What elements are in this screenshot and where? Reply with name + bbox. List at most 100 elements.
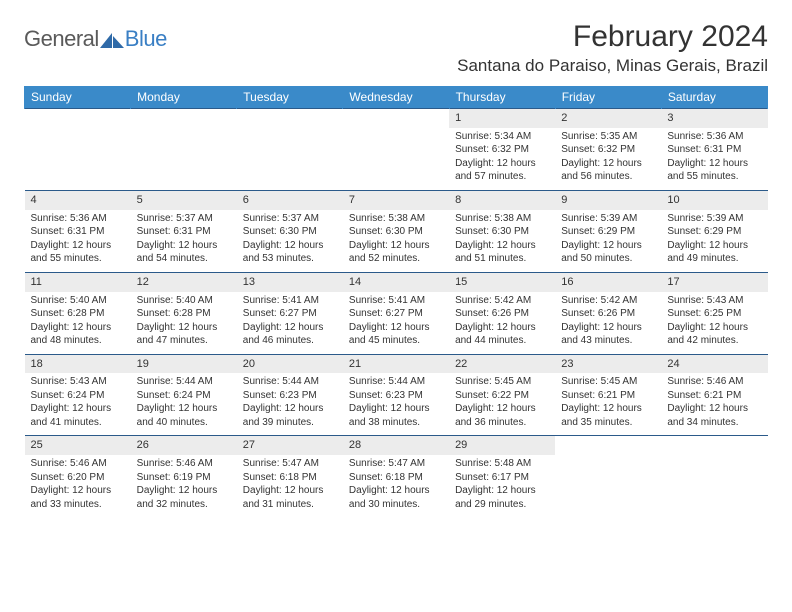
daylight-text: Daylight: 12 hours and 45 minutes.	[349, 321, 443, 348]
day-number: 10	[661, 191, 767, 210]
day-body: Sunrise: 5:40 AMSunset: 6:28 PMDaylight:…	[25, 292, 131, 354]
day-number: 15	[449, 273, 555, 292]
day-number: 13	[237, 273, 343, 292]
daylight-text: Daylight: 12 hours and 50 minutes.	[561, 239, 655, 266]
daylight-text: Daylight: 12 hours and 43 minutes.	[561, 321, 655, 348]
sunset-text: Sunset: 6:21 PM	[561, 389, 655, 403]
day-body: Sunrise: 5:38 AMSunset: 6:30 PMDaylight:…	[449, 210, 555, 272]
calendar-cell: 13Sunrise: 5:41 AMSunset: 6:27 PMDayligh…	[237, 272, 343, 354]
daylight-text: Daylight: 12 hours and 44 minutes.	[455, 321, 549, 348]
calendar-cell: 9Sunrise: 5:39 AMSunset: 6:29 PMDaylight…	[555, 190, 661, 272]
sunrise-text: Sunrise: 5:47 AM	[349, 457, 443, 471]
calendar-body: 1Sunrise: 5:34 AMSunset: 6:32 PMDaylight…	[25, 109, 768, 518]
daylight-text: Daylight: 12 hours and 56 minutes.	[561, 157, 655, 184]
calendar-cell: 26 Sunrise: 5:46 AMSunset: 6:19 PMDayligh…	[131, 436, 237, 517]
sunrise-text: Sunrise: 5:47 AM	[243, 457, 337, 471]
sunrise-text: Sunrise: 5:46 AM	[31, 457, 125, 471]
day-number: 1	[449, 109, 555, 128]
daylight-text: Daylight: 12 hours and 32 minutes.	[137, 484, 231, 511]
daylight-text: Daylight: 12 hours and 29 minutes.	[455, 484, 549, 511]
daylight-text: Daylight: 12 hours and 31 minutes.	[243, 484, 337, 511]
calendar-cell: 11Sunrise: 5:40 AMSunset: 6:28 PMDayligh…	[25, 272, 131, 354]
day-number: 21	[343, 355, 449, 374]
calendar-cell	[131, 109, 237, 191]
logo-text-blue: Blue	[125, 26, 167, 52]
weekday-header: Thursday	[449, 86, 555, 109]
sunrise-text: Sunrise: 5:38 AM	[349, 212, 443, 226]
sunrise-text: Sunrise: 5:46 AM	[137, 457, 231, 471]
sunset-text: Sunset: 6:29 PM	[667, 225, 761, 239]
day-number: 11	[25, 273, 131, 292]
sunrise-text: Sunrise: 5:39 AM	[561, 212, 655, 226]
day-body: Sunrise: 5:36 AMSunset: 6:31 PMDaylight:…	[25, 210, 131, 272]
day-body: Sunrise: 5:41 AMSunset: 6:27 PMDaylight:…	[343, 292, 449, 354]
day-number: 18	[25, 355, 131, 374]
day-number: 3	[661, 109, 767, 128]
day-number: 8	[449, 191, 555, 210]
calendar-cell: 24Sunrise: 5:46 AMSunset: 6:21 PMDayligh…	[661, 354, 767, 436]
daylight-text: Daylight: 12 hours and 34 minutes.	[667, 402, 761, 429]
sunrise-text: Sunrise: 5:42 AM	[561, 294, 655, 308]
sunrise-text: Sunrise: 5:43 AM	[667, 294, 761, 308]
weekday-header: Sunday	[25, 86, 131, 109]
calendar-cell: 19Sunrise: 5:44 AMSunset: 6:24 PMDayligh…	[131, 354, 237, 436]
header: General Blue February 2024 Santana do Pa…	[24, 20, 768, 76]
day-body: Sunrise: 5:46 AMSunset: 6:21 PMDaylight:…	[661, 373, 767, 435]
calendar-cell: 27Sunrise: 5:47 AMSunset: 6:18 PMDayligh…	[237, 436, 343, 517]
sunrise-text: Sunrise: 5:38 AM	[455, 212, 549, 226]
day-number: 22	[449, 355, 555, 374]
calendar-cell: 5Sunrise: 5:37 AMSunset: 6:31 PMDaylight…	[131, 190, 237, 272]
day-number: 26	[131, 436, 237, 455]
sunset-text: Sunset: 6:18 PM	[349, 471, 443, 485]
daylight-text: Daylight: 12 hours and 38 minutes.	[349, 402, 443, 429]
day-body: Sunrise: 5:34 AMSunset: 6:32 PMDaylight:…	[449, 128, 555, 190]
sunset-text: Sunset: 6:18 PM	[243, 471, 337, 485]
day-number: 5	[131, 191, 237, 210]
sunrise-text: Sunrise: 5:36 AM	[667, 130, 761, 144]
day-number: 24	[661, 355, 767, 374]
month-title: February 2024	[457, 20, 768, 54]
daylight-text: Daylight: 12 hours and 30 minutes.	[349, 484, 443, 511]
location: Santana do Paraiso, Minas Gerais, Brazil	[457, 56, 768, 76]
daylight-text: Daylight: 12 hours and 41 minutes.	[31, 402, 125, 429]
sunrise-text: Sunrise: 5:45 AM	[561, 375, 655, 389]
day-body: Sunrise: 5:43 AMSunset: 6:24 PMDaylight:…	[25, 373, 131, 435]
calendar-cell: 18Sunrise: 5:43 AMSunset: 6:24 PMDayligh…	[25, 354, 131, 436]
day-body: Sunrise: 5:48 AMSunset: 6:17 PMDaylight:…	[449, 455, 555, 517]
weekday-header: Monday	[131, 86, 237, 109]
sunset-text: Sunset: 6:19 PM	[137, 471, 231, 485]
day-body: Sunrise: 5:36 AMSunset: 6:31 PMDaylight:…	[661, 128, 767, 190]
day-body: Sunrise: 5:42 AMSunset: 6:26 PMDaylight:…	[555, 292, 661, 354]
calendar-cell: 3Sunrise: 5:36 AMSunset: 6:31 PMDaylight…	[661, 109, 767, 191]
sunrise-text: Sunrise: 5:48 AM	[455, 457, 549, 471]
sunset-text: Sunset: 6:28 PM	[31, 307, 125, 321]
day-number: 12	[131, 273, 237, 292]
calendar-cell: 23Sunrise: 5:45 AMSunset: 6:21 PMDayligh…	[555, 354, 661, 436]
calendar-row: 18Sunrise: 5:43 AMSunset: 6:24 PMDayligh…	[25, 354, 768, 436]
calendar-table: Sunday Monday Tuesday Wednesday Thursday…	[24, 86, 768, 517]
sunset-text: Sunset: 6:21 PM	[667, 389, 761, 403]
day-body: Sunrise: 5:46 AMSunset: 6:20 PMDaylight:…	[25, 455, 131, 517]
day-number: 9	[555, 191, 661, 210]
calendar-cell	[555, 436, 661, 517]
day-body: Sunrise: 5:38 AMSunset: 6:30 PMDaylight:…	[343, 210, 449, 272]
day-body: Sunrise: 5:37 AMSunset: 6:30 PMDaylight:…	[237, 210, 343, 272]
sunset-text: Sunset: 6:27 PM	[349, 307, 443, 321]
sunrise-text: Sunrise: 5:44 AM	[349, 375, 443, 389]
sunrise-text: Sunrise: 5:36 AM	[31, 212, 125, 226]
sunrise-text: Sunrise: 5:45 AM	[455, 375, 549, 389]
day-number: 28	[343, 436, 449, 455]
day-body: Sunrise: 5:45 AMSunset: 6:22 PMDaylight:…	[449, 373, 555, 435]
calendar-row: 4Sunrise: 5:36 AMSunset: 6:31 PMDaylight…	[25, 190, 768, 272]
sunset-text: Sunset: 6:23 PM	[243, 389, 337, 403]
sunrise-text: Sunrise: 5:34 AM	[455, 130, 549, 144]
daylight-text: Daylight: 12 hours and 54 minutes.	[137, 239, 231, 266]
day-number: 17	[661, 273, 767, 292]
calendar-cell: 17Sunrise: 5:43 AMSunset: 6:25 PMDayligh…	[661, 272, 767, 354]
calendar-cell	[25, 109, 131, 191]
sunset-text: Sunset: 6:26 PM	[455, 307, 549, 321]
day-body: Sunrise: 5:41 AMSunset: 6:27 PMDaylight:…	[237, 292, 343, 354]
sunrise-text: Sunrise: 5:41 AM	[349, 294, 443, 308]
day-number: 4	[25, 191, 131, 210]
sunset-text: Sunset: 6:31 PM	[31, 225, 125, 239]
